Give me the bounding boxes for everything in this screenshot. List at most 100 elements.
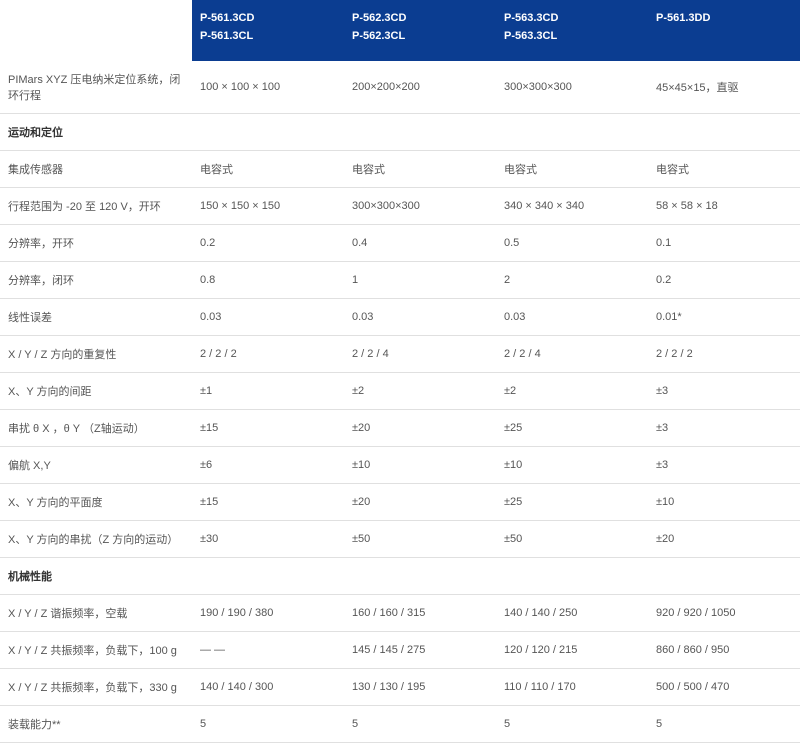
cell [496, 114, 648, 151]
header-line1: P-562.3CD [352, 10, 488, 28]
row-label: X / Y / Z 共振频率，负载下，100 g [0, 632, 192, 669]
cell: 140 / 140 / 250 [496, 595, 648, 632]
table-row: X、Y 方向的串扰（Z 方向的运动）±30±50±50±20 [0, 521, 800, 558]
cell: 2 / 2 / 4 [496, 336, 648, 373]
cell: 340 × 340 × 340 [496, 188, 648, 225]
cell: 190 / 190 / 380 [192, 595, 344, 632]
cell: — — [192, 632, 344, 669]
table-row: X / Y / Z 方向的重复性2 / 2 / 22 / 2 / 42 / 2 … [0, 336, 800, 373]
table-row: PIMars XYZ 压电纳米定位系统，闭环行程100 × 100 × 1002… [0, 61, 800, 114]
header-cell: P-562.3CD P-562.3CL [344, 0, 496, 61]
cell: ±3 [648, 447, 800, 484]
cell: 0.4 [344, 225, 496, 262]
table-row: 线性误差0.030.030.030.01* [0, 299, 800, 336]
cell: 860 / 860 / 950 [648, 632, 800, 669]
row-label: 串扰 θ X ，θ Y （Z轴运动） [0, 410, 192, 447]
cell [648, 114, 800, 151]
table-row: 装载能力**5555 [0, 706, 800, 743]
cell: 5 [496, 706, 648, 743]
cell: 1 [344, 262, 496, 299]
cell: 0.5 [496, 225, 648, 262]
cell: ±6 [192, 447, 344, 484]
row-label: 分辨率，开环 [0, 225, 192, 262]
row-label: 运动和定位 [0, 114, 192, 151]
header-line1: P-561.3DD [656, 10, 792, 28]
cell: 2 / 2 / 2 [648, 336, 800, 373]
cell: 2 / 2 / 4 [344, 336, 496, 373]
cell: ±10 [496, 447, 648, 484]
cell: ±50 [496, 521, 648, 558]
cell: 160 / 160 / 315 [344, 595, 496, 632]
cell: 120 / 120 / 215 [496, 632, 648, 669]
cell: 0.03 [344, 299, 496, 336]
cell: ±2 [496, 373, 648, 410]
cell: 0.01* [648, 299, 800, 336]
cell: 45×45×15，直驱 [648, 61, 800, 114]
table-row: 集成传感器电容式电容式电容式电容式 [0, 151, 800, 188]
section-row: 机械性能 [0, 558, 800, 595]
cell: 200×200×200 [344, 61, 496, 114]
cell: 150 × 150 × 150 [192, 188, 344, 225]
cell: 0.2 [192, 225, 344, 262]
row-label: X / Y / Z 方向的重复性 [0, 336, 192, 373]
cell: 电容式 [648, 151, 800, 188]
table-header: P-561.3CD P-561.3CL P-562.3CD P-562.3CL … [0, 0, 800, 61]
header-line2: P-563.3CL [504, 28, 640, 46]
row-label: 偏航 X,Y [0, 447, 192, 484]
header-line2: P-562.3CL [352, 28, 488, 46]
table-row: 偏航 X,Y±6±10±10±3 [0, 447, 800, 484]
cell [496, 558, 648, 595]
cell: 300×300×300 [344, 188, 496, 225]
row-label: 集成传感器 [0, 151, 192, 188]
cell: ±10 [648, 484, 800, 521]
cell: ±30 [192, 521, 344, 558]
cell: 140 / 140 / 300 [192, 669, 344, 706]
header-cell: P-561.3CD P-561.3CL [192, 0, 344, 61]
cell: ±2 [344, 373, 496, 410]
cell: 0.2 [648, 262, 800, 299]
cell: ±20 [648, 521, 800, 558]
row-label: 行程范围为 -20 至 120 V，开环 [0, 188, 192, 225]
row-label: X / Y / Z 谐振频率，空载 [0, 595, 192, 632]
cell [192, 558, 344, 595]
cell: ±15 [192, 484, 344, 521]
cell [344, 114, 496, 151]
cell: 100 × 100 × 100 [192, 61, 344, 114]
table-row: X、Y 方向的间距±1±2±2±3 [0, 373, 800, 410]
table-body: PIMars XYZ 压电纳米定位系统，闭环行程100 × 100 × 1002… [0, 61, 800, 743]
header-line1: P-561.3CD [200, 10, 336, 28]
row-label: X / Y / Z 共振频率，负载下，330 g [0, 669, 192, 706]
cell: ±25 [496, 484, 648, 521]
cell: 电容式 [344, 151, 496, 188]
cell: 电容式 [192, 151, 344, 188]
row-label: 分辨率，闭环 [0, 262, 192, 299]
cell: 110 / 110 / 170 [496, 669, 648, 706]
cell: 58 × 58 × 18 [648, 188, 800, 225]
cell: 0.1 [648, 225, 800, 262]
row-label: X、Y 方向的平面度 [0, 484, 192, 521]
cell: 500 / 500 / 470 [648, 669, 800, 706]
cell: 145 / 145 / 275 [344, 632, 496, 669]
cell: ±3 [648, 373, 800, 410]
header-line1: P-563.3CD [504, 10, 640, 28]
row-label: X、Y 方向的串扰（Z 方向的运动） [0, 521, 192, 558]
table-row: 串扰 θ X ，θ Y （Z轴运动）±15±20±25±3 [0, 410, 800, 447]
header-line2: P-561.3CL [200, 28, 336, 46]
cell: ±20 [344, 484, 496, 521]
header-row: P-561.3CD P-561.3CL P-562.3CD P-562.3CL … [0, 0, 800, 61]
cell [344, 558, 496, 595]
cell [648, 558, 800, 595]
header-cell: P-561.3DD [648, 0, 800, 61]
cell: 电容式 [496, 151, 648, 188]
cell: 5 [344, 706, 496, 743]
cell: ±1 [192, 373, 344, 410]
cell: 5 [192, 706, 344, 743]
cell: 300×300×300 [496, 61, 648, 114]
header-cell-blank [0, 0, 192, 61]
row-label: PIMars XYZ 压电纳米定位系统，闭环行程 [0, 61, 192, 114]
cell: ±50 [344, 521, 496, 558]
cell: 2 [496, 262, 648, 299]
row-label: 机械性能 [0, 558, 192, 595]
table-row: X / Y / Z 谐振频率，空载190 / 190 / 380160 / 16… [0, 595, 800, 632]
cell: ±3 [648, 410, 800, 447]
